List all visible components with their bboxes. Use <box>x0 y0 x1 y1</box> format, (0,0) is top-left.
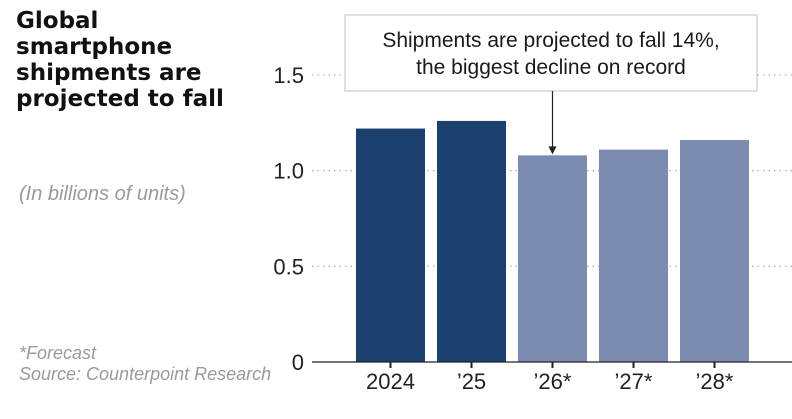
x-tick-label: 2024 <box>366 369 415 394</box>
bar <box>437 120 506 362</box>
y-tick-label: 0.5 <box>273 254 304 279</box>
annotation-arrow-head <box>548 146 557 155</box>
footnote: *Forecast Source: Counterpoint Research <box>19 343 271 385</box>
annotation-text: the biggest decline on record <box>416 56 686 79</box>
y-tick-label: 1.0 <box>273 159 304 184</box>
x-tick-label: ’26* <box>534 369 572 394</box>
annotation-box <box>344 14 758 92</box>
bar <box>356 128 425 362</box>
annotation-text: Shipments are projected to fall 14%, <box>382 29 719 52</box>
x-tick-label: ’25 <box>457 369 486 394</box>
bar <box>680 140 749 362</box>
bar <box>518 155 587 362</box>
chart-subtitle: (In billions of units) <box>19 183 186 205</box>
forecast-note: *Forecast <box>19 343 97 363</box>
chart-title: Global smartphone shipments are projecte… <box>16 8 224 112</box>
y-tick-label: 1.5 <box>273 63 304 88</box>
x-tick-label: ’28* <box>696 369 734 394</box>
y-tick-label: 0 <box>292 350 304 375</box>
x-tick-label: ’27* <box>615 369 653 394</box>
bar <box>599 149 668 362</box>
source-note: Source: Counterpoint Research <box>19 364 272 384</box>
